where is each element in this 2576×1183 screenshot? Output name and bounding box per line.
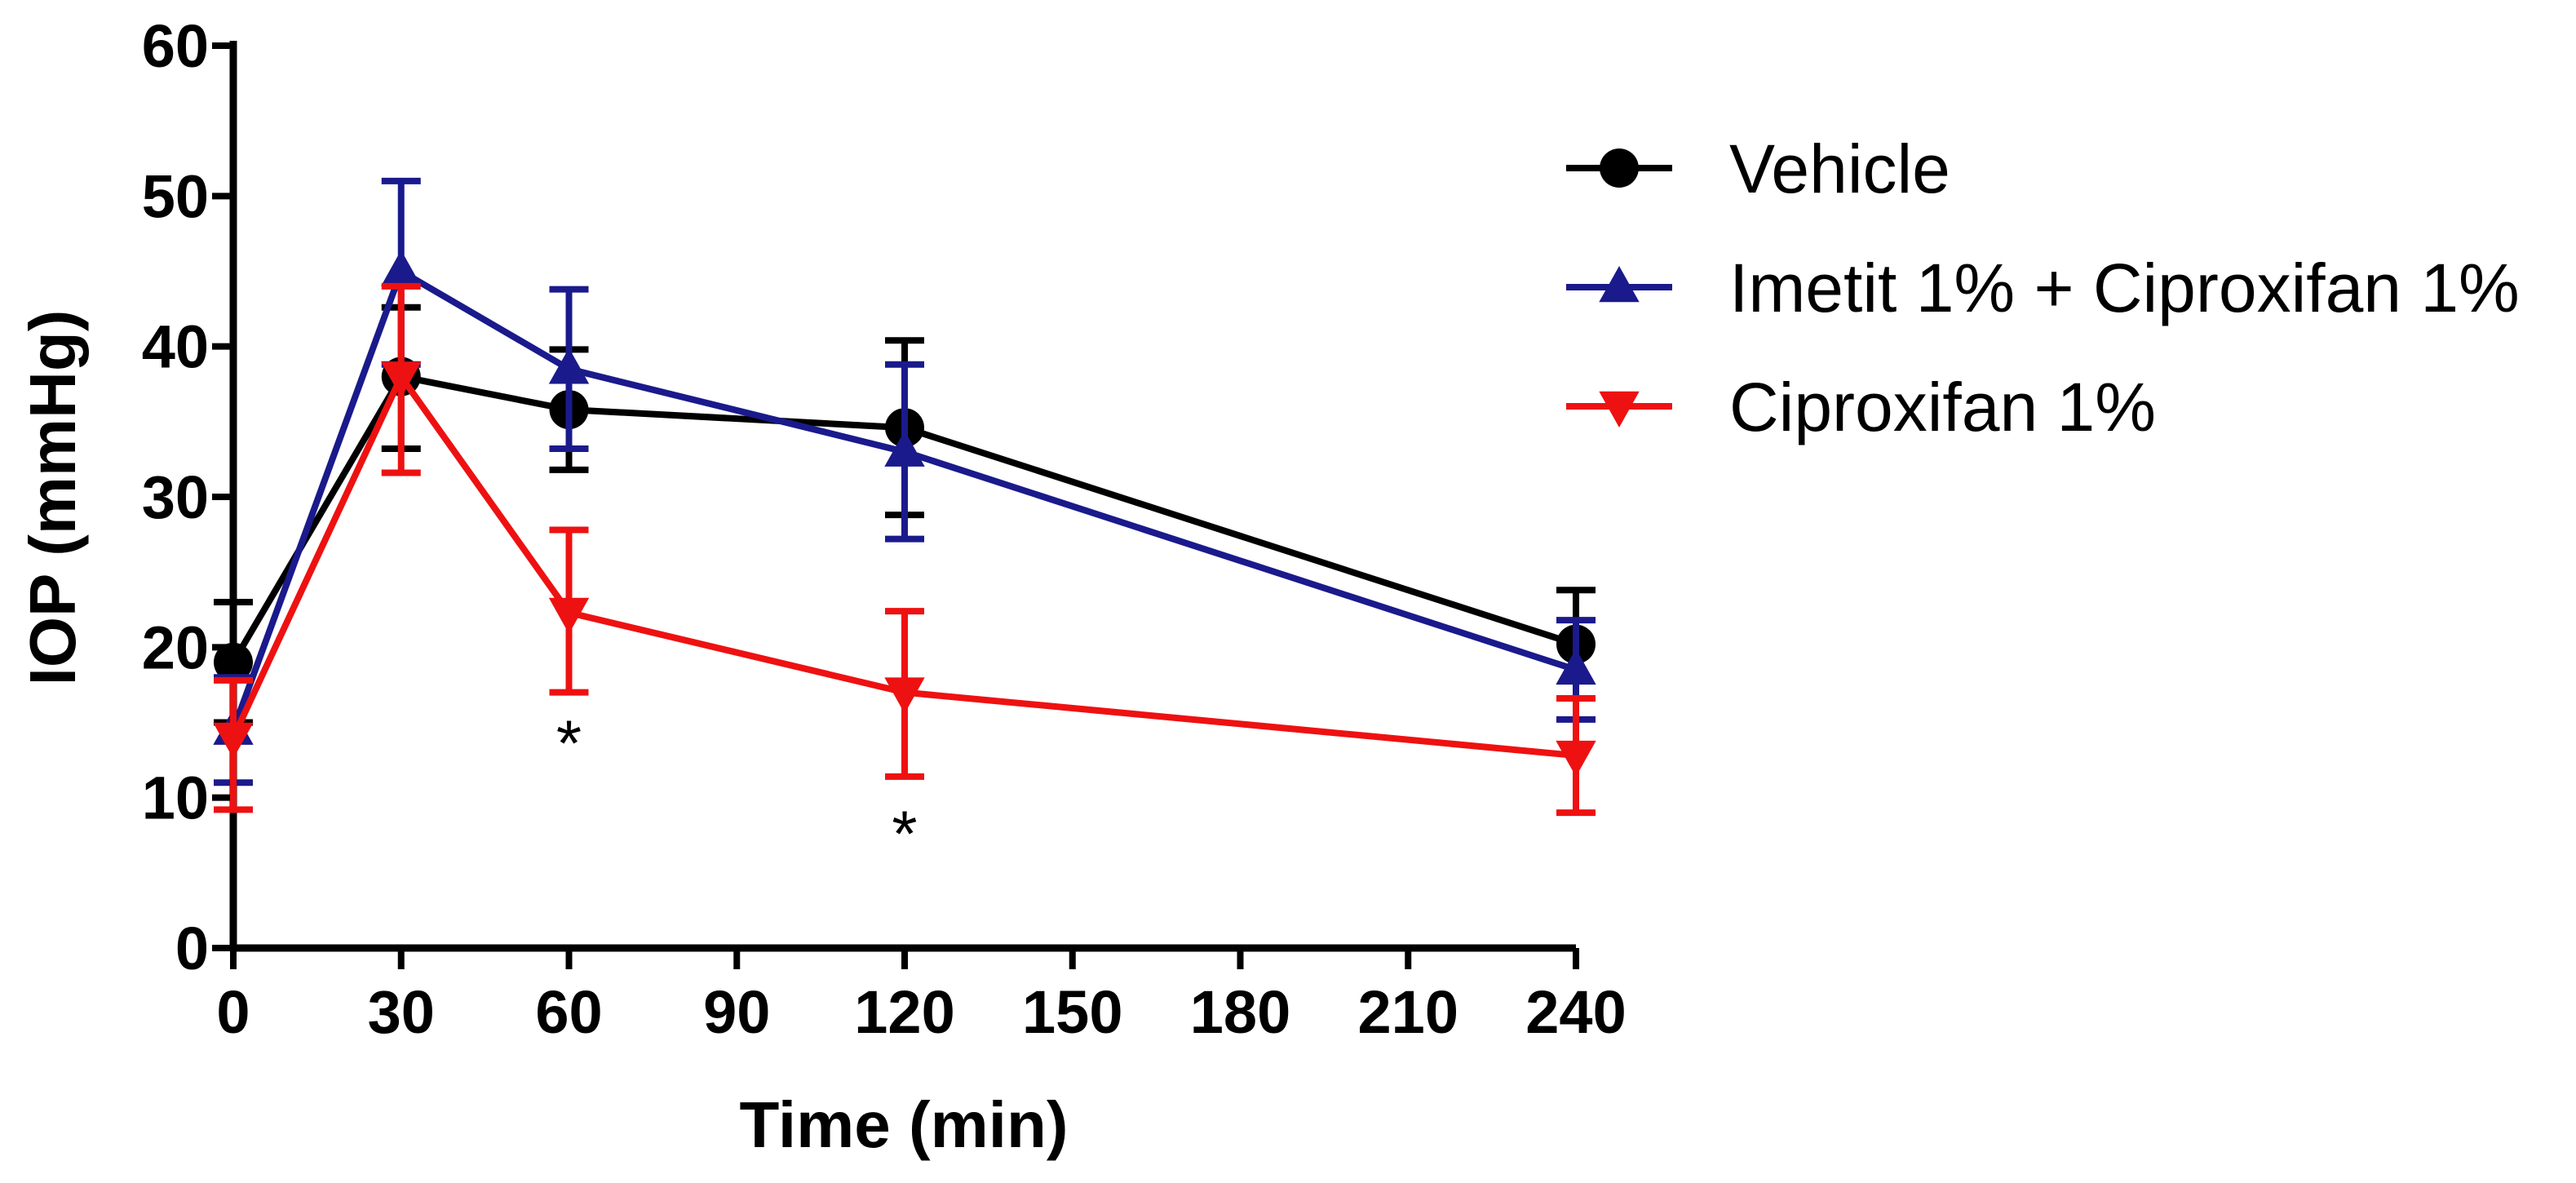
data-point: [381, 250, 422, 286]
legend-swatch-marker: [1600, 148, 1639, 188]
x-tick-label: 30: [368, 978, 435, 1046]
legend-label: Ciproxifan 1%: [1729, 369, 2156, 445]
y-tick-label: 30: [142, 463, 209, 531]
y-tick-label: 50: [142, 162, 209, 230]
data-point: [381, 361, 422, 398]
x-axis-title: Time (min): [739, 1088, 1068, 1161]
series-2: [213, 282, 1596, 817]
y-tick-label: 10: [142, 764, 209, 832]
x-tick-label: 240: [1525, 978, 1626, 1046]
legend-label: Imetit 1% + Ciproxifan 1%: [1729, 250, 2520, 326]
axes: 0 10 20 30 40 50 60 0 30 60 90 120 150 180 210 240: [142, 12, 1627, 1046]
y-tick-label: 20: [142, 614, 209, 681]
data-point: [1556, 740, 1596, 778]
legend-entry-1: Imetit 1% + Ciproxifan 1%: [1566, 250, 2520, 326]
significance-star: *: [892, 797, 917, 870]
legend: Vehicle Imetit 1% + Ciproxifan 1% Ciproxif…: [1566, 131, 2520, 445]
legend-entry-0: Vehicle: [1566, 131, 1950, 207]
annotations: **: [556, 707, 918, 871]
legend-swatch-marker: [1599, 391, 1640, 428]
x-tick-label: 60: [535, 978, 602, 1046]
data-point: [213, 722, 254, 759]
significance-star: *: [556, 707, 582, 780]
data-point: [884, 430, 925, 467]
x-tick-label: 90: [703, 978, 770, 1046]
data-point: [884, 677, 925, 714]
y-tick-label: 0: [175, 915, 209, 982]
x-tick-label: 0: [216, 978, 250, 1046]
legend-label: Vehicle: [1729, 131, 1950, 207]
data-point: [214, 642, 253, 682]
x-tick-label: 150: [1022, 978, 1122, 1046]
x-tick-label: 210: [1358, 978, 1458, 1046]
data-point: [1556, 648, 1596, 685]
legend-swatch-marker: [1599, 266, 1640, 303]
series-layer: [213, 177, 1596, 817]
x-tick-label: 180: [1190, 978, 1290, 1046]
y-tick-label: 60: [142, 12, 209, 80]
data-point: [548, 597, 590, 634]
legend-entry-2: Ciproxifan 1%: [1566, 369, 2156, 445]
data-point: [548, 348, 590, 384]
y-axis-title: IOP (mmHg): [16, 310, 89, 686]
x-tick-label: 120: [854, 978, 954, 1046]
y-tick-label: 40: [142, 313, 209, 381]
